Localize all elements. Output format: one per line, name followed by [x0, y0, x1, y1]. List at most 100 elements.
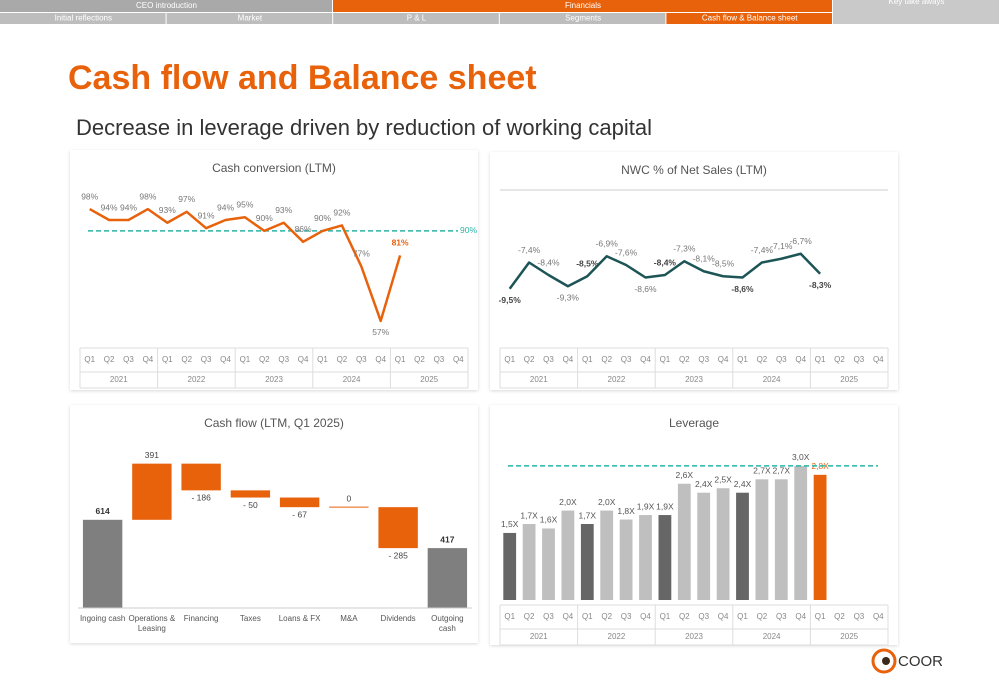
x-tick-label: Q4: [220, 355, 231, 364]
nav-tab: [333, 0, 832, 12]
logo-dot: [882, 657, 890, 665]
data-label: -7,4%: [751, 245, 774, 255]
navigation: CEO introduction Financials Key take aways…: [0, 0, 999, 24]
bar: [580, 524, 594, 600]
data-label: -9,5%: [499, 295, 522, 305]
logo-ring: [871, 648, 897, 674]
data-label: 1,6X: [540, 515, 558, 525]
data-label: -8,5%: [576, 259, 599, 269]
nav-label: Cash flow & Balance sheet: [702, 14, 798, 23]
bar: [794, 465, 808, 600]
x-tick-label: Q3: [854, 355, 865, 364]
x-tick-label: Q2: [757, 612, 768, 621]
nav-tab: [833, 0, 999, 24]
x-tick-label: Q4: [873, 355, 884, 364]
x-tick-label: Q3: [621, 355, 632, 364]
x-tick-label: Outgoing cash: [431, 614, 464, 633]
nav-label: Key take aways: [888, 0, 944, 6]
x-tick-label: Q4: [563, 612, 574, 621]
line: [89, 207, 402, 323]
data-label: 81%: [392, 238, 409, 248]
chart-title: Cash flow (LTM, Q1 2025): [204, 416, 344, 430]
data-label: 97%: [178, 194, 195, 204]
data-label: 90%: [256, 213, 273, 223]
data-label: 3,0X: [792, 452, 810, 462]
x-tick-label: Q1: [84, 355, 95, 364]
x-tick-label: M&A: [340, 614, 358, 623]
bar: [639, 515, 652, 600]
data-label: 98%: [139, 191, 156, 201]
x-tick-label: Q3: [543, 355, 554, 364]
x-tick-label: Q4: [873, 612, 884, 621]
data-label: -7,1%: [770, 241, 793, 251]
x-tick-label: Q2: [259, 355, 270, 364]
x-tick-label: Q3: [621, 612, 632, 621]
nav-tab: [499, 13, 666, 24]
x-tick-label: Q4: [718, 355, 729, 364]
nav-tab: [166, 13, 333, 24]
x-tick-label: Q3: [356, 355, 367, 364]
year-label: 2022: [188, 375, 206, 384]
bar: [230, 490, 271, 498]
data-label: 94%: [217, 202, 234, 212]
x-tick-label: Q2: [679, 612, 690, 621]
x-tick-label: Q4: [453, 355, 464, 364]
x-tick-label: Q1: [815, 355, 826, 364]
x-tick-label: Q3: [434, 355, 445, 364]
panel: [490, 405, 898, 645]
data-label: 614: [96, 506, 110, 516]
x-tick-label: Q4: [563, 355, 574, 364]
reference-label: 90%: [460, 225, 477, 235]
data-label: -6,7%: [790, 236, 813, 246]
bar: [600, 510, 614, 600]
data-label: - 50: [243, 500, 258, 510]
x-tick-label: Q4: [640, 612, 651, 621]
x-label-box: Taxes: [239, 614, 261, 623]
data-label: 2,5X: [714, 474, 732, 484]
x-tick-label: Q2: [834, 612, 845, 621]
x-tick-label: Q3: [698, 355, 709, 364]
chart-title: Leverage: [669, 416, 719, 430]
data-label: 1,8X: [617, 506, 635, 516]
bar: [279, 497, 320, 508]
data-label: 417: [440, 534, 454, 544]
x-tick-label: Q1: [504, 612, 515, 621]
x-tick-label: Q1: [660, 355, 671, 364]
nav-label: Market: [238, 14, 263, 23]
x-tick-label: Financing: [183, 614, 219, 623]
chart-title: Cash conversion (LTM): [212, 161, 336, 175]
x-tick-label: Q3: [543, 612, 554, 621]
x-tick-label: Q3: [776, 612, 787, 621]
x-label-box: M&A: [340, 614, 358, 623]
bar: [378, 507, 418, 549]
x-tick-label: Q3: [776, 355, 787, 364]
x-tick-label: Q1: [162, 355, 173, 364]
data-label: 86%: [295, 224, 312, 234]
x-tick-label: Taxes: [239, 614, 261, 623]
data-label: 2,7X: [773, 466, 791, 476]
bar: [697, 492, 711, 600]
nav-tab: [0, 0, 332, 12]
data-label: -8,6%: [731, 284, 754, 294]
x-label-box: Financing: [183, 614, 219, 623]
data-label: 90%: [314, 213, 331, 223]
x-tick-label: Q3: [278, 355, 289, 364]
panel: [490, 152, 898, 390]
data-label: 98%: [81, 191, 98, 201]
x-tick-label: Q4: [795, 612, 806, 621]
year-label: 2024: [763, 632, 781, 641]
x-tick-label: Q1: [504, 355, 515, 364]
data-label: - 67: [292, 509, 307, 519]
data-label: - 285: [388, 550, 408, 560]
line: [508, 252, 821, 290]
bar: [755, 479, 769, 600]
data-label: 1,5X: [501, 519, 519, 529]
data-label: 2,0X: [559, 497, 577, 507]
data-label: 92%: [333, 208, 350, 218]
x-tick-label: Q3: [201, 355, 212, 364]
x-tick-label: Q2: [414, 355, 425, 364]
data-label: 2,4X: [695, 479, 713, 489]
x-tick-label: Q4: [640, 355, 651, 364]
data-label: 2,4X: [734, 479, 752, 489]
